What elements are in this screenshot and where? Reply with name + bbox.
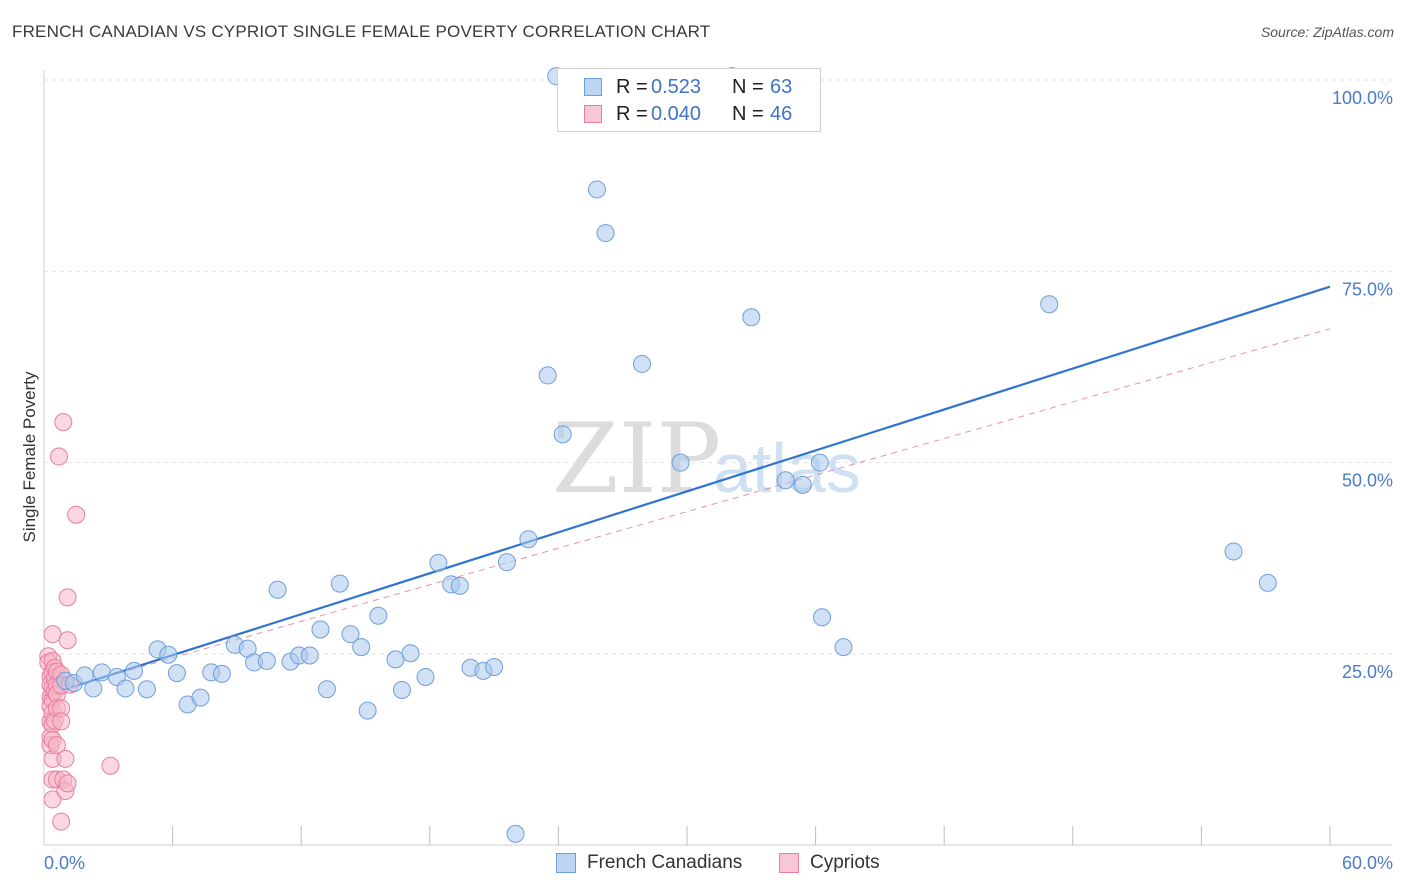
data-point-french-canadian [1224, 542, 1243, 561]
data-point-cypriot [101, 756, 120, 775]
legend-r-label: R = [616, 103, 648, 125]
data-point-french-canadian [212, 664, 231, 683]
data-point-french-canadian [369, 606, 388, 625]
data-point-cypriot [56, 749, 75, 768]
y-tick-label: 75.0% [1342, 279, 1393, 299]
data-point-french-canadian [553, 425, 572, 444]
data-point-french-canadian [596, 224, 615, 243]
data-point-french-canadian [632, 354, 651, 373]
data-point-french-canadian [793, 475, 812, 494]
x-tick-label-left: 0.0% [44, 853, 85, 873]
data-point-cypriot [43, 625, 62, 644]
legend-r-label: R = [616, 76, 648, 98]
data-point-french-canadian [776, 471, 795, 490]
data-point-cypriot [43, 790, 62, 809]
data-point-french-canadian [671, 453, 690, 472]
data-point-french-canadian [392, 680, 411, 699]
y-axis-title: Single Female Poverty [20, 371, 39, 543]
data-point-cypriot [52, 812, 71, 831]
watermark-atlas: atlas [713, 429, 861, 507]
data-point-french-canadian [300, 646, 319, 665]
trend-line-french-canadians [43, 285, 1331, 698]
legend-r-value: 0.523 [651, 76, 702, 98]
data-point-french-canadian [257, 651, 276, 670]
source-credit: Source: ZipAtlas.com [1260, 24, 1394, 40]
bottom-legend-label: French Canadians [587, 852, 743, 873]
data-point-french-canadian [268, 580, 287, 599]
data-point-cypriot [54, 413, 73, 432]
legend-n-label: N = [732, 76, 764, 98]
data-point-french-canadian [416, 667, 435, 686]
data-point-french-canadian [167, 664, 186, 683]
data-point-french-canadian [330, 574, 349, 593]
data-point-french-canadian [485, 658, 504, 677]
data-point-french-canadian [813, 608, 832, 627]
data-point-french-canadian [125, 661, 144, 680]
data-point-french-canadian [352, 638, 371, 657]
legend-swatch-pink [584, 105, 602, 123]
watermark-zip: ZIP [552, 403, 721, 515]
grid-lines [44, 79, 1392, 655]
data-point-cypriot [52, 712, 71, 731]
data-point-french-canadian [84, 679, 103, 698]
data-point-cypriot [50, 447, 69, 466]
y-tick-label: 25.0% [1342, 662, 1393, 682]
data-point-french-canadian [1040, 295, 1059, 314]
data-point-french-canadian [317, 680, 336, 699]
data-point-french-canadian [358, 701, 377, 720]
bottom-legend-label: Cypriots [810, 852, 880, 873]
data-point-french-canadian [1258, 573, 1277, 592]
data-point-cypriot [58, 774, 77, 793]
data-point-french-canadian [506, 824, 525, 843]
data-point-french-canadian [810, 453, 829, 472]
x-tick-label-right: 60.0% [1342, 853, 1393, 873]
data-point-french-canadian [834, 638, 853, 657]
data-point-french-canadian [311, 620, 330, 639]
data-point-french-canadian [341, 625, 360, 644]
data-point-french-canadian [159, 645, 178, 664]
bottom-legend-swatch-blue [556, 853, 576, 873]
legend-r-value: 0.040 [651, 103, 702, 125]
data-point-french-canadian [191, 688, 210, 707]
y-tick-label: 50.0% [1342, 471, 1393, 491]
data-point-french-canadian [450, 576, 469, 595]
legend-n-value: 63 [770, 76, 793, 98]
data-point-cypriot [58, 588, 77, 607]
data-point-french-canadian [137, 680, 156, 699]
legend-n-label: N = [732, 103, 764, 125]
data-point-french-canadian [401, 644, 420, 663]
data-point-french-canadian [386, 650, 405, 669]
data-point-french-canadian [519, 530, 538, 549]
data-point-french-canadian [75, 666, 94, 685]
chart-title: FRENCH CANADIAN VS CYPRIOT SINGLE FEMALE… [12, 22, 711, 41]
legend-n-value: 46 [770, 103, 793, 125]
data-point-cypriot [58, 631, 77, 650]
legend-swatch-blue [584, 78, 602, 96]
data-point-cypriot [47, 736, 66, 755]
data-point-french-canadian [538, 366, 557, 385]
data-point-french-canadian [497, 553, 516, 572]
axis-labels: 25.0% 50.0% 75.0% 100.0% 0.0% 60.0% Single Fem… [20, 88, 1393, 873]
data-points [39, 67, 1277, 843]
correlation-legend: R = 0.523 N = 63 R = 0.040 N = 46 [557, 68, 821, 132]
data-point-cypriot [67, 505, 86, 524]
trend-line-cypriots-dashed [118, 328, 1331, 674]
data-point-french-canadian [116, 679, 135, 698]
data-point-french-canadian [92, 663, 111, 682]
data-point-french-canadian [742, 308, 761, 327]
data-point-french-canadian [429, 553, 448, 572]
data-point-french-canadian [587, 180, 606, 199]
y-tick-label: 100.0% [1332, 88, 1393, 108]
bottom-legend-swatch-pink [779, 853, 799, 873]
